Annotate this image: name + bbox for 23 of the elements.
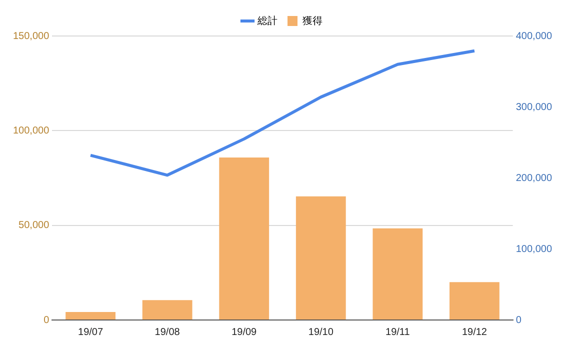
y-tick-label: 100,000 [12, 125, 50, 136]
bar [219, 158, 270, 320]
y-tick-label: 0 [44, 314, 50, 326]
legend-label: 獲得 [302, 14, 322, 27]
y-tick-label: 50,000 [18, 220, 50, 232]
legend-label: 総計 [256, 14, 278, 27]
y-tick-label: 150,000 [12, 30, 50, 42]
bar [450, 282, 500, 320]
bar [66, 312, 116, 320]
y2-tick-label: 0 [516, 314, 522, 326]
x-tick-label: 19/07 [78, 326, 104, 338]
x-tick-label: 19/09 [232, 326, 258, 338]
y2-tick-label: 300,000 [516, 102, 552, 113]
y2-tick-label: 100,000 [516, 244, 552, 255]
y2-tick-label: 200,000 [516, 172, 552, 184]
x-tick-label: 19/12 [462, 326, 488, 338]
x-tick-label: 19/11 [386, 326, 410, 338]
bar [296, 196, 346, 320]
y2-tick-label: 400,000 [516, 30, 552, 42]
bar [142, 300, 192, 320]
x-tick-label: 19/10 [308, 326, 334, 338]
x-tick-label: 19/08 [154, 326, 180, 338]
bar [372, 228, 423, 320]
